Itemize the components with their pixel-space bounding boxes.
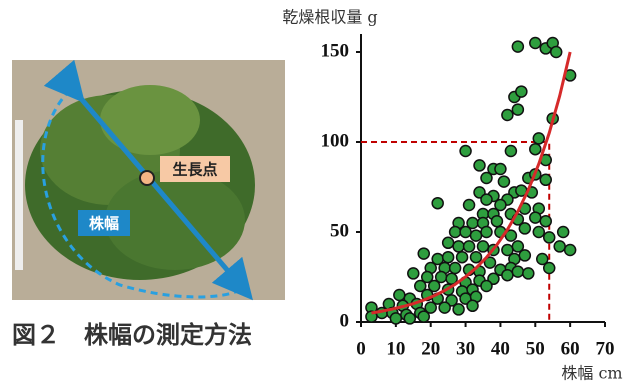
x-tick-label: 40 — [491, 338, 510, 359]
point — [565, 245, 576, 256]
point — [464, 200, 475, 211]
x-tick-label: 70 — [596, 338, 615, 359]
point — [530, 144, 541, 155]
point — [533, 227, 544, 238]
x-tick-label: 50 — [526, 338, 545, 359]
point — [544, 263, 555, 274]
y-axis-title: 乾燥根収量 g — [282, 8, 377, 27]
point — [540, 174, 551, 185]
point — [495, 164, 506, 175]
point — [502, 110, 513, 121]
point — [558, 227, 569, 238]
point — [457, 252, 468, 263]
point — [551, 47, 562, 58]
point — [554, 241, 565, 252]
point — [443, 252, 454, 263]
growth-point-label: 生長点 — [172, 161, 217, 179]
point — [453, 304, 464, 315]
point — [533, 133, 544, 144]
point — [481, 194, 492, 205]
point — [502, 270, 513, 281]
point — [408, 268, 419, 279]
point — [474, 160, 485, 171]
point — [418, 311, 429, 322]
point — [530, 38, 541, 49]
point — [471, 252, 482, 263]
point — [460, 146, 471, 157]
point — [471, 230, 482, 241]
point — [404, 313, 415, 324]
point — [481, 281, 492, 292]
point — [519, 250, 530, 261]
point — [516, 86, 527, 97]
point — [467, 300, 478, 311]
x-tick-label: 60 — [561, 338, 580, 359]
y-tick-label: 50 — [330, 220, 349, 241]
point — [460, 227, 471, 238]
point — [491, 216, 502, 227]
width-label: 株幅 — [89, 215, 119, 233]
caption: 図２ 株幅の測定方法 — [12, 321, 252, 349]
x-tick-label: 20 — [421, 338, 440, 359]
x-axis-title: 株幅 cm — [561, 364, 622, 383]
x-tick-label: 0 — [356, 338, 366, 359]
point — [544, 232, 555, 243]
point — [481, 173, 492, 184]
point — [443, 237, 454, 248]
point — [432, 198, 443, 209]
point — [498, 176, 509, 187]
point — [523, 268, 534, 279]
point — [512, 41, 523, 52]
y-tick-label: 0 — [340, 310, 350, 331]
point — [512, 266, 523, 277]
point — [439, 302, 450, 313]
point — [450, 263, 461, 274]
point — [530, 212, 541, 223]
y-tick-label: 150 — [321, 40, 350, 61]
point — [418, 248, 429, 259]
point — [505, 146, 516, 157]
point — [519, 223, 530, 234]
x-tick-label: 10 — [386, 338, 405, 359]
point — [478, 241, 489, 252]
point — [453, 241, 464, 252]
point — [390, 313, 401, 324]
y-tick-label: 100 — [321, 130, 350, 151]
point — [481, 227, 492, 238]
figure: 生長点 株幅 図２ 株幅の測定方法 乾燥根収量 g 株幅 cm 05010015… — [0, 0, 639, 383]
photo: 生長点 株幅 — [12, 60, 285, 300]
x-tick-label: 30 — [456, 338, 475, 359]
point — [450, 227, 461, 238]
point — [394, 290, 405, 301]
point — [464, 241, 475, 252]
point — [512, 104, 523, 115]
point — [540, 216, 551, 227]
